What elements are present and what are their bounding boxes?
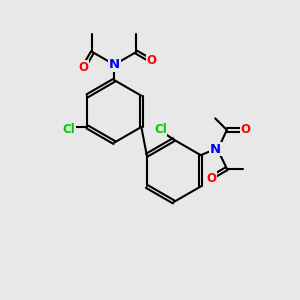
Text: N: N [210, 143, 221, 156]
Text: O: O [206, 172, 216, 185]
Text: O: O [79, 61, 88, 74]
Text: O: O [147, 55, 157, 68]
Text: N: N [109, 58, 120, 71]
Text: O: O [240, 124, 250, 136]
Text: Cl: Cl [62, 123, 75, 136]
Text: Cl: Cl [154, 123, 167, 136]
